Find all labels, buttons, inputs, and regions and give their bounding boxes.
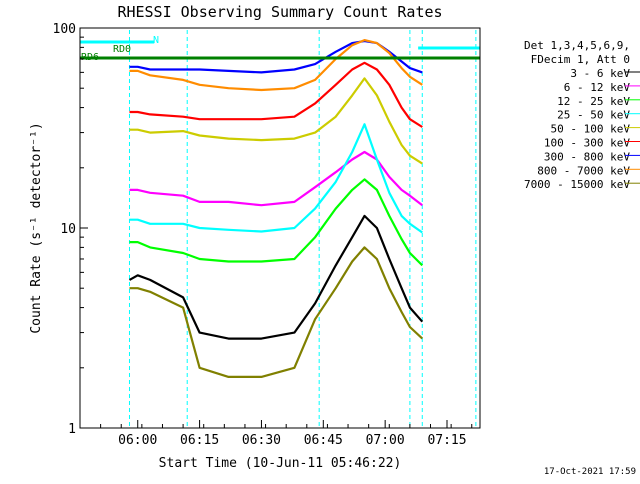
legend-entry-2: 12 - 25 keV <box>557 95 630 108</box>
y-tick-label-1: 10 <box>60 222 76 237</box>
legend-entry-3: 25 - 50 keV <box>557 109 630 122</box>
legend-entry-8: 7000 - 15000 keV <box>524 178 630 191</box>
legend-header-line-2: FDecim 1, Att 0 <box>531 53 630 66</box>
legend-entry-0: 3 - 6 keV <box>570 67 630 80</box>
series-line-3 <box>129 123 423 234</box>
y-tick-label-2: 100 <box>53 22 76 37</box>
series-line-8 <box>129 246 424 378</box>
x-tick-label-0: 06:00 <box>118 433 157 448</box>
legend-header-line-1: Det 1,3,4,5,6,9, <box>524 39 630 52</box>
x-tick-label-4: 07:00 <box>366 433 405 448</box>
legend-entry-7: 800 - 7000 keV <box>537 164 630 177</box>
axes-group: 06:00 06:15 06:30 06:45 07:00 07:15 1 10 100 <box>53 22 473 448</box>
generation-timestamp: 17-Oct-2021 17:59 <box>544 467 636 477</box>
series-line-5 <box>129 61 423 128</box>
legend-entry-5: 100 - 300 keV <box>544 137 630 150</box>
plot-content: N RD0 RD6 <box>80 30 480 428</box>
x-tick-label-2: 06:30 <box>242 433 281 448</box>
flag-label-2: RD6 <box>81 52 99 63</box>
legend: Det 1,3,4,5,6,9, FDecim 1, Att 0 3 - 6 k… <box>524 39 640 191</box>
series-line-2 <box>129 178 424 267</box>
series-line-4 <box>129 77 423 165</box>
flag-label-0: N <box>153 35 159 46</box>
legend-entry-4: 50 - 100 keV <box>551 123 631 136</box>
series-line-6 <box>129 40 423 74</box>
y-tick-label-0: 1 <box>68 422 76 437</box>
x-tick-label-5: 07:15 <box>427 433 466 448</box>
legend-entry-1: 6 - 12 keV <box>564 81 631 94</box>
series-line-0 <box>128 214 424 340</box>
chart-title: RHESSI Observing Summary Count Rates <box>117 3 442 21</box>
y-axis-label: Count Rate (s⁻¹ detector⁻¹) <box>29 122 44 333</box>
flag-label-1: RD0 <box>113 44 131 55</box>
series-line-7 <box>129 39 423 92</box>
series-line-1 <box>129 150 423 207</box>
x-tick-label-1: 06:15 <box>180 433 219 448</box>
x-axis-label: Start Time (10-Jun-11 05:46:22) <box>159 456 402 471</box>
x-tick-label-3: 06:45 <box>304 433 343 448</box>
legend-entry-6: 300 - 800 keV <box>544 150 630 163</box>
